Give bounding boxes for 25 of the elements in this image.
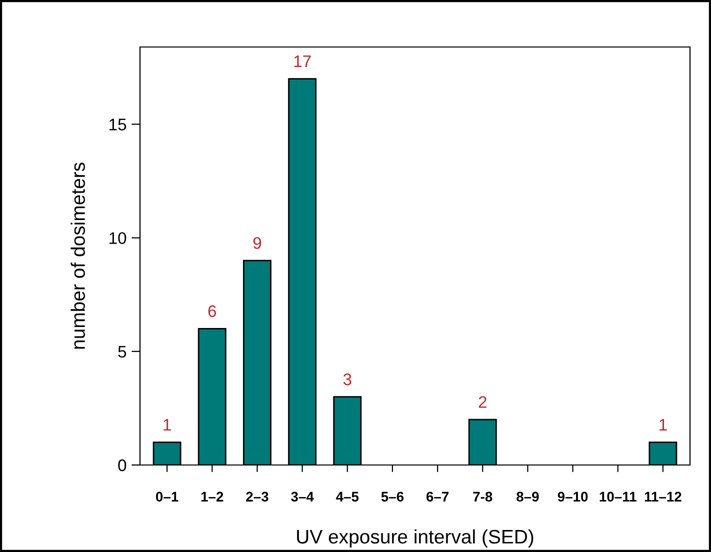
x-tick-label: 1–2 [201, 492, 224, 502]
x-tick-label: 10–11 [600, 492, 636, 502]
data-label: 17 [294, 56, 311, 68]
data-label: 1 [660, 419, 667, 430]
x-axis-title: UV exposure interval (SED) [297, 529, 534, 548]
y-tick-label: 5 [118, 346, 126, 358]
y-tick-label: 10 [110, 232, 126, 244]
y-tick-label: 15 [110, 118, 126, 130]
data-label: 3 [343, 373, 352, 386]
data-label: 1 [164, 419, 171, 430]
x-tick-label: 11–12 [644, 492, 682, 502]
x-tick-label: 0–1 [156, 492, 178, 502]
x-tick-label: 2–3 [246, 492, 268, 502]
x-tick-label: 7-8 [473, 492, 492, 502]
x-tick-label: 6–7 [426, 492, 449, 502]
x-tick-label: 5–6 [381, 492, 404, 502]
y-tick-label: 0 [118, 459, 126, 472]
y-axis-title: number of dosimeters [70, 162, 85, 349]
x-tick-label: 3–4 [291, 492, 314, 502]
x-tick-label: 4–5 [336, 492, 359, 502]
x-tick-label: 8–9 [516, 492, 539, 502]
data-label: 9 [253, 237, 262, 249]
data-label: 2 [478, 396, 486, 408]
x-tick-label: 9–10 [558, 492, 588, 502]
data-label: 6 [208, 305, 216, 318]
